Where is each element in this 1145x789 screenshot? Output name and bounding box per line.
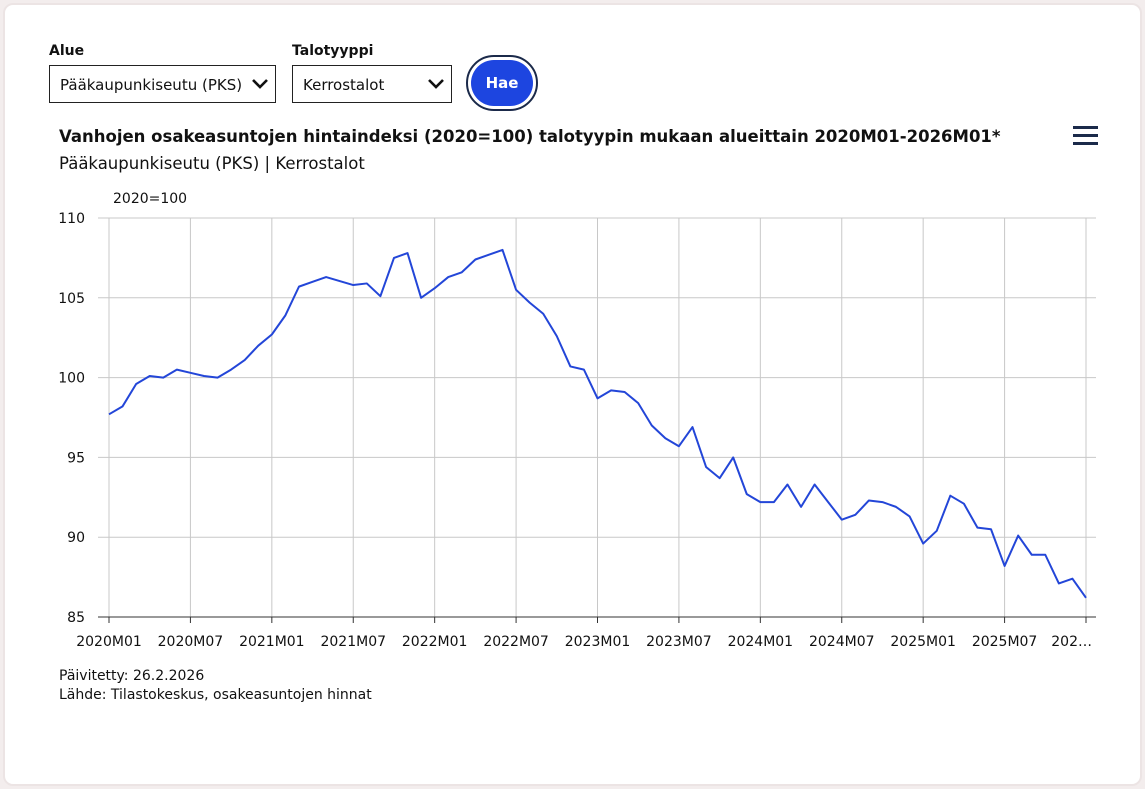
chevron (252, 79, 268, 89)
field-label: Alue (49, 43, 85, 59)
menu-button[interactable] (1073, 126, 1098, 145)
select-value: Pääkaupunkiseutu (PKS) (60, 76, 243, 94)
y-tick-label: 105 (58, 291, 85, 307)
card: Alue Pääkaupunkiseutu (PKS) Talotyyppi K… (3, 3, 1142, 786)
search-button[interactable]: Hae (466, 55, 538, 111)
x-tick-label: 2021M01 (239, 634, 305, 650)
x-tick-label: 2023M07 (646, 634, 712, 650)
select-value: Kerrostalot (303, 76, 385, 94)
x-tick-label: 2020M07 (158, 634, 224, 650)
x-tick-label: 2025M01 (890, 634, 956, 650)
source-note: Lähde: Tilastokeskus, osakeasuntojen hin… (59, 687, 372, 703)
x-tick-label: 2020M01 (76, 634, 142, 650)
menu-bar (1073, 126, 1098, 129)
y-axis-label: 2020=100 (113, 191, 187, 207)
x-tick-label: 202… (1051, 634, 1092, 650)
data-line (108, 248, 1087, 599)
menu-bar (1073, 134, 1098, 137)
field-label: Talotyyppi (292, 43, 374, 59)
type-select[interactable]: Kerrostalot (292, 65, 452, 103)
chart-subtitle: Pääkaupunkiseutu (PKS) | Kerrostalot (59, 154, 365, 173)
x-tick-label: 2024M07 (809, 634, 875, 650)
x-tick-label: 2022M07 (483, 634, 549, 650)
y-tick-label: 85 (67, 610, 85, 626)
updated-note: Päivitetty: 26.2.2026 (59, 668, 204, 684)
x-tick-label: 2024M01 (728, 634, 794, 650)
x-tick-label: 2023M01 (565, 634, 631, 650)
area-select[interactable]: Pääkaupunkiseutu (PKS) (49, 65, 276, 103)
chevron (428, 79, 444, 89)
x-tick-label: 2025M07 (972, 634, 1038, 650)
button-label: Hae (471, 60, 533, 106)
x-tick-label: 2021M07 (320, 634, 386, 650)
y-tick-label: 90 (67, 530, 85, 546)
y-tick-label: 110 (58, 211, 85, 227)
y-tick-label: 100 (58, 371, 85, 387)
y-tick-label: 95 (67, 450, 85, 466)
menu-bar (1073, 142, 1098, 145)
chart-title: Vanhojen osakeasuntojen hintaindeksi (20… (59, 127, 1001, 146)
x-tick-label: 2022M01 (402, 634, 468, 650)
